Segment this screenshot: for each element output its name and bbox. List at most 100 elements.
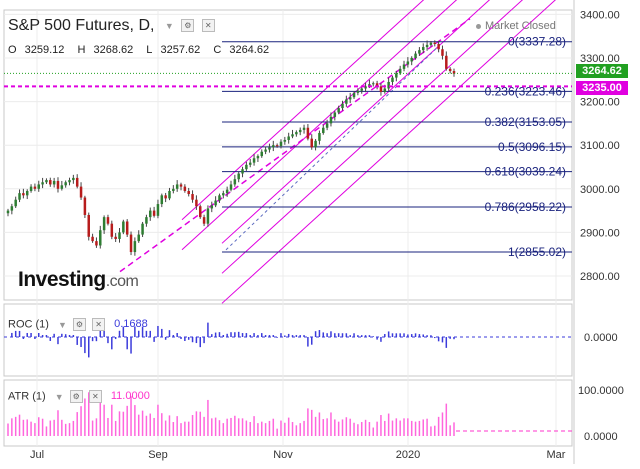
candle-body — [387, 81, 390, 89]
close-icon[interactable]: ✕ — [92, 318, 106, 331]
candle-body — [237, 173, 240, 180]
candle-body — [372, 83, 375, 85]
atr-y-tick-label: 100.0000 — [578, 385, 624, 397]
candle-body — [310, 138, 313, 148]
candle-body — [183, 186, 187, 191]
candle-body — [14, 199, 17, 207]
candle-body — [198, 206, 202, 218]
candle-body — [222, 193, 225, 196]
candle-body — [206, 208, 210, 224]
candle-body — [322, 127, 325, 133]
gear-icon[interactable]: ⚙ — [73, 318, 86, 331]
candle-body — [122, 221, 125, 233]
price-panel-border — [3, 9, 573, 301]
candle-body — [79, 186, 83, 198]
candle-body — [114, 236, 117, 239]
line-price-badge: 3235.00 — [576, 81, 628, 95]
candle-body — [149, 210, 152, 218]
candle-body — [291, 134, 294, 137]
roc-value: 0.1688 — [114, 318, 148, 331]
candle-body — [18, 193, 21, 200]
candle-body — [429, 42, 433, 45]
candle-body — [375, 83, 379, 87]
candle-body — [256, 156, 260, 159]
channel-line — [221, 0, 491, 244]
gear-icon[interactable]: ⚙ — [69, 390, 83, 403]
investing-logo: Investing.com — [18, 268, 139, 291]
gear-icon[interactable]: ⚙ — [181, 19, 195, 33]
ohlc-close: C 3264.62 — [213, 44, 270, 56]
market-status: Market Closed — [476, 20, 556, 32]
candle-body — [95, 241, 98, 246]
candle-body — [433, 42, 437, 45]
candle-body — [33, 186, 37, 189]
candle-body — [106, 217, 110, 224]
candle-body — [445, 55, 448, 69]
candle-body — [337, 108, 340, 113]
y-tick-label: 3400.00 — [580, 9, 620, 21]
candle-body — [360, 88, 363, 91]
candle-body — [325, 123, 329, 128]
candle-body — [75, 177, 79, 187]
chevron-down-icon[interactable]: ▼ — [164, 20, 174, 31]
candle-body — [241, 169, 244, 174]
roc-y-tick-label: 0.0000 — [584, 332, 618, 344]
candle-body — [191, 194, 194, 200]
candle-body — [168, 190, 171, 199]
channel-line — [181, 0, 458, 251]
fib-level-label: 0.618(3039.24) — [485, 165, 566, 179]
chart-title-row: S&P 500 Futures, D, ▼ ⚙ ✕ — [8, 17, 215, 35]
candle-body — [448, 68, 452, 72]
chevron-down-icon[interactable]: ▼ — [58, 319, 67, 330]
candle-body — [406, 61, 410, 65]
close-icon[interactable]: ✕ — [201, 19, 215, 33]
candle-body — [29, 186, 33, 191]
trend-dashed-line — [225, 44, 441, 251]
y-tick-label: 3200.00 — [580, 97, 620, 109]
candle-body — [125, 221, 129, 235]
atr-panel-border — [3, 379, 573, 447]
candle-body — [295, 132, 298, 135]
candle-body — [268, 147, 271, 150]
candle-body — [133, 241, 137, 253]
candle-body — [418, 50, 421, 54]
candle-body — [56, 180, 60, 189]
candle-body — [356, 90, 360, 93]
candle-body — [37, 184, 41, 189]
candle-body — [10, 206, 14, 211]
candle-body — [129, 234, 133, 253]
ohlc-low: L 3257.62 — [146, 44, 201, 56]
candle-body — [172, 188, 175, 191]
channel-line — [181, 0, 425, 221]
candle-body — [395, 73, 398, 78]
x-tick-label: 2020 — [396, 449, 420, 461]
candle-body — [160, 195, 164, 205]
candle-body — [437, 44, 440, 50]
ohlc-open: O 3259.12 — [8, 44, 65, 56]
candle-body — [6, 210, 10, 214]
close-icon[interactable]: ✕ — [88, 390, 102, 403]
candle-body — [68, 180, 71, 183]
candle-body — [329, 116, 333, 124]
candle-body — [391, 77, 394, 82]
candle-body — [341, 103, 344, 109]
x-tick-label: Jul — [30, 449, 44, 461]
candle-body — [99, 230, 102, 246]
y-tick-label: 3300.00 — [580, 53, 620, 65]
chart-title: S&P 500 Futures, D, — [8, 17, 155, 34]
current-price-badge: 3264.62 — [576, 64, 628, 78]
atr-y-tick-label: 0.0000 — [584, 431, 618, 443]
candle-body — [306, 127, 310, 139]
chevron-down-icon[interactable]: ▼ — [54, 391, 64, 402]
candle-body — [195, 199, 198, 207]
candle-body — [60, 185, 64, 189]
candle-body — [252, 158, 256, 163]
candle-body — [214, 200, 217, 206]
channel-median-line — [119, 18, 471, 273]
candle-body — [425, 44, 429, 48]
candle-body — [248, 162, 252, 165]
candle-body — [333, 112, 337, 117]
candle-body — [145, 217, 148, 224]
